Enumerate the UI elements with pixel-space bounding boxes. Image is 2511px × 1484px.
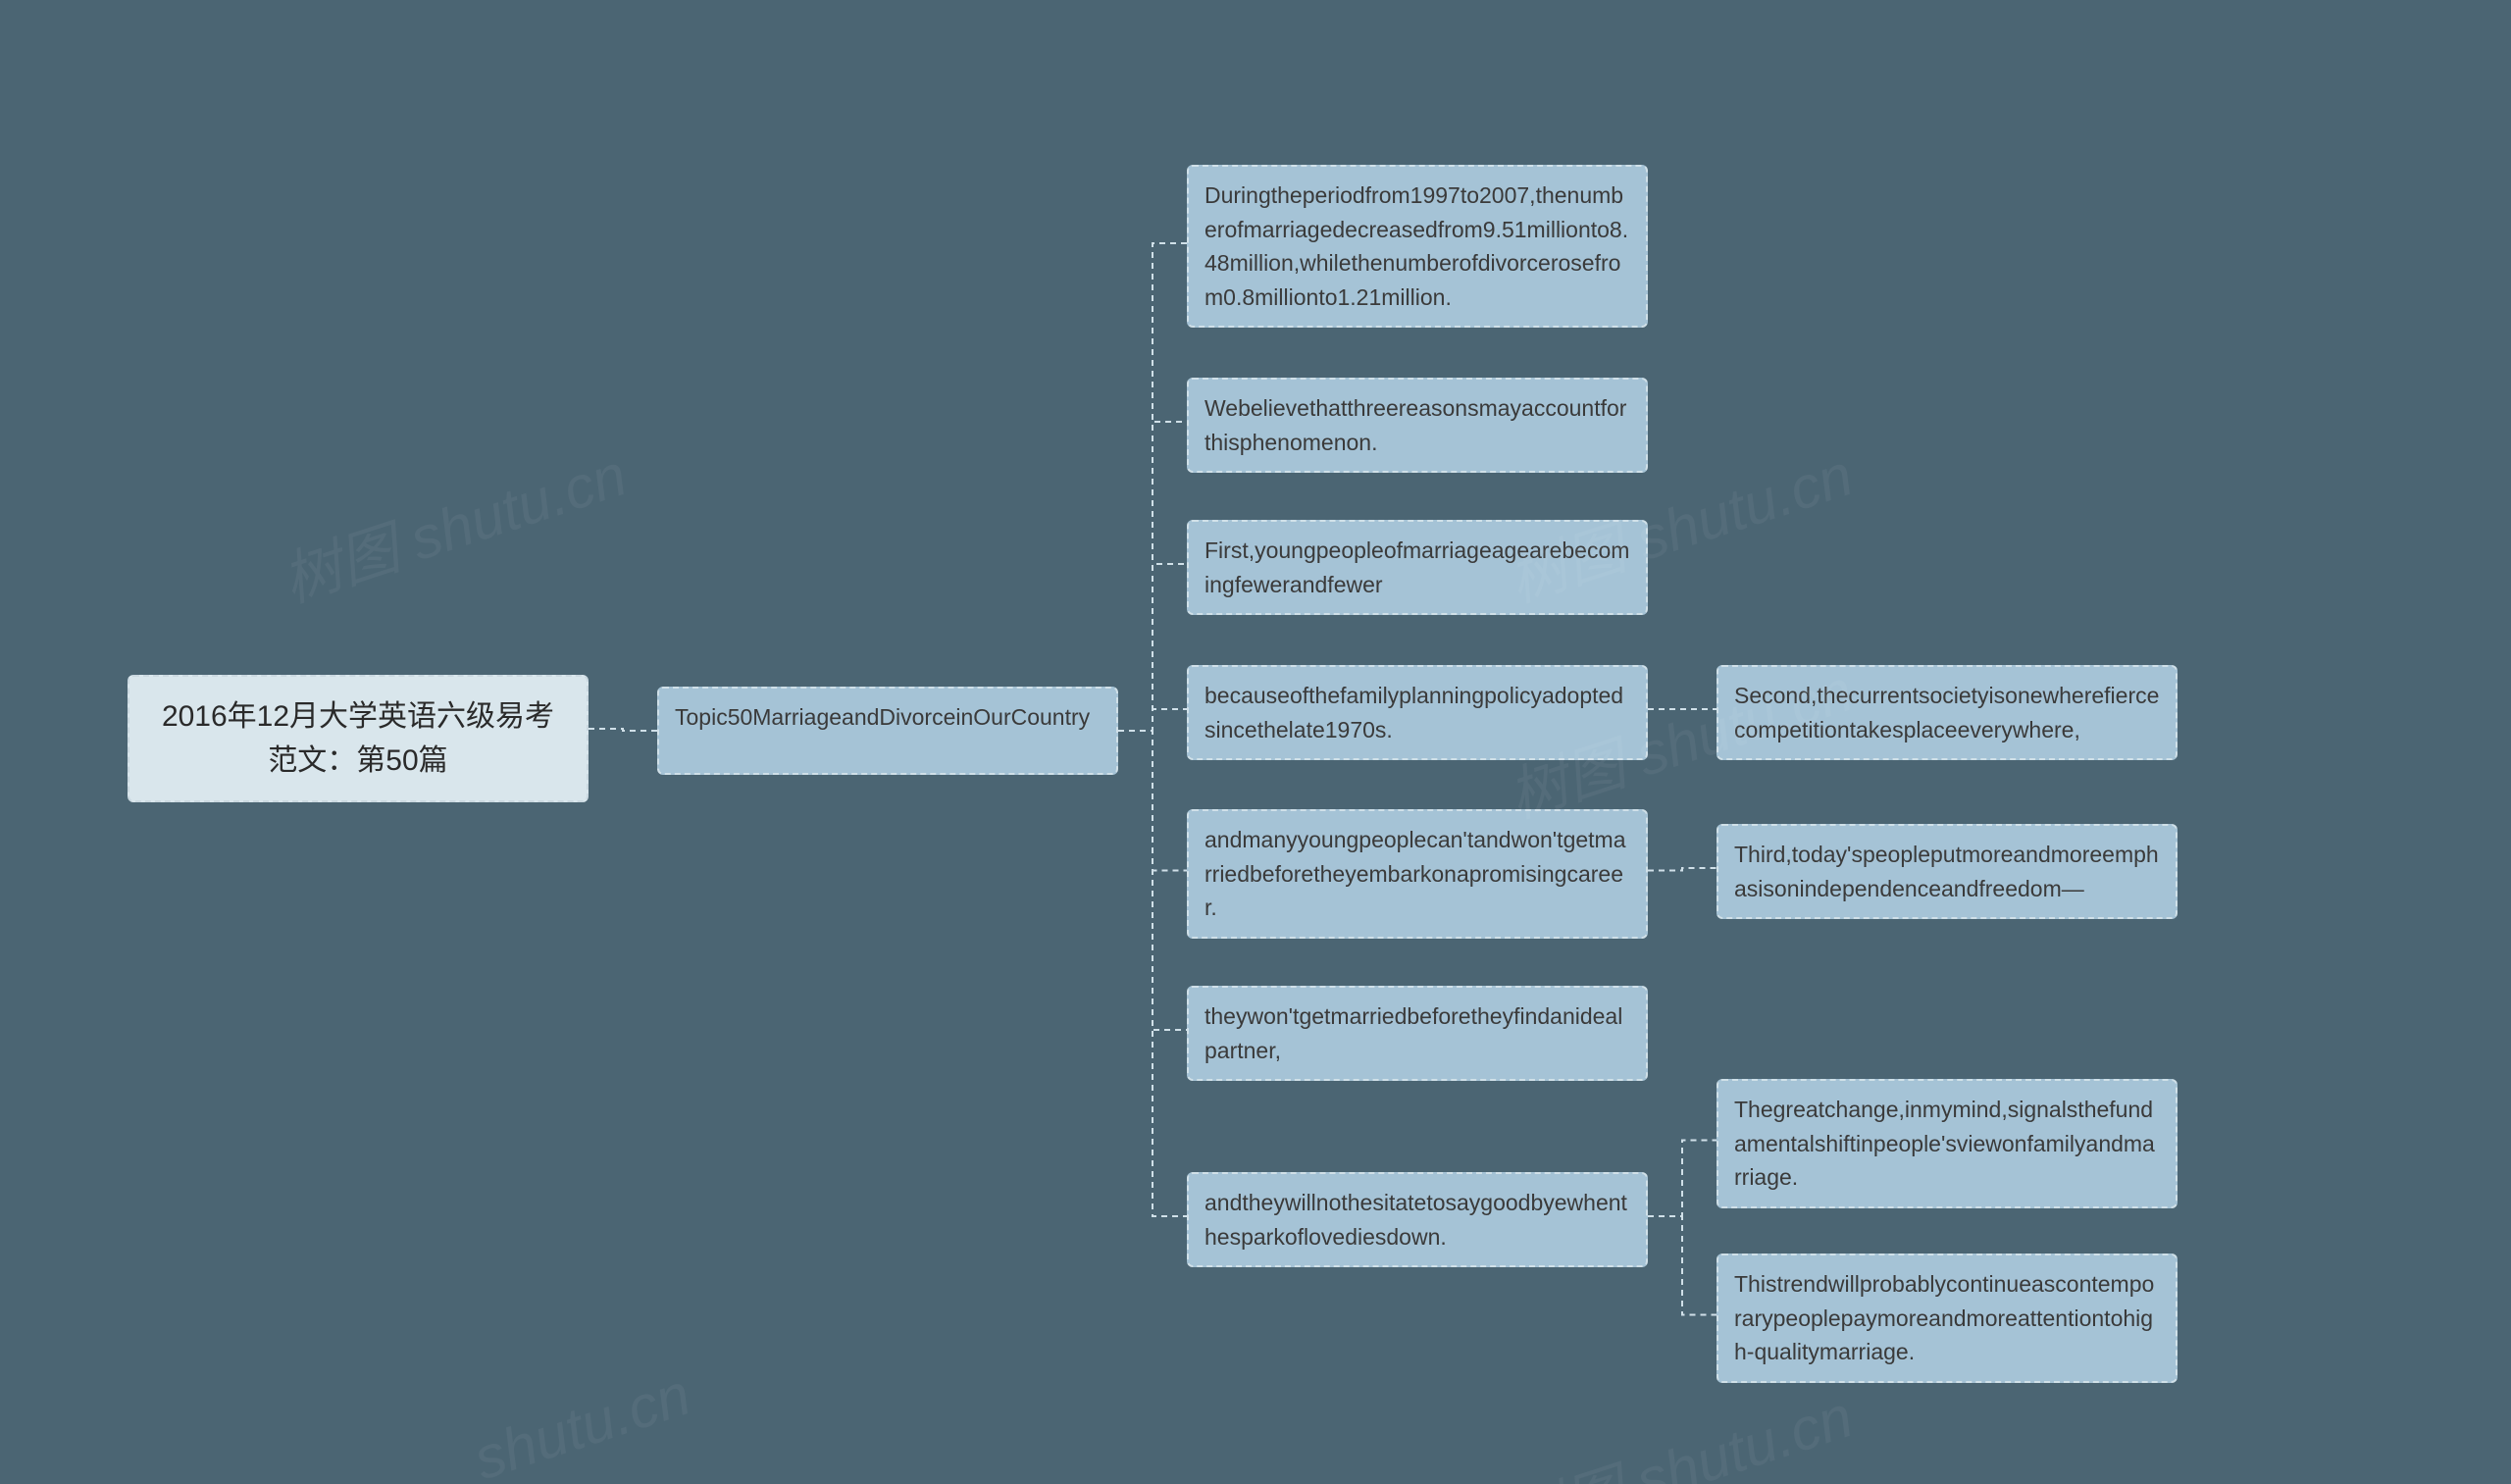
child-node-5-text: andmanyyoungpeoplecan'tandwon'tgetmarrie… — [1204, 827, 1626, 920]
grandchild-node-2[interactable]: Third,today'speopleputmoreandmoreemphasi… — [1717, 824, 2178, 919]
grandchild-node-4[interactable]: Thistrendwillprobablycontinueascontempor… — [1717, 1254, 2178, 1383]
child-node-4[interactable]: becauseofthefamilyplanningpolicyadopteds… — [1187, 665, 1648, 760]
child-node-2[interactable]: Webelievethatthreereasonsmayaccountforth… — [1187, 378, 1648, 473]
child-node-5[interactable]: andmanyyoungpeoplecan'tandwon'tgetmarrie… — [1187, 809, 1648, 939]
child-node-7[interactable]: andtheywillnothesitatetosaygoodbyewhenth… — [1187, 1172, 1648, 1267]
root-node-text: 2016年12月大学英语六级易考范文：第50篇 — [162, 700, 554, 777]
child-node-1-text: Duringtheperiodfrom1997to2007,thenumbero… — [1204, 182, 1628, 310]
grandchild-node-1-text: Second,thecurrentsocietyisonewherefierce… — [1734, 683, 2159, 742]
grandchild-node-4-text: Thistrendwillprobablycontinueascontempor… — [1734, 1271, 2154, 1364]
topic-node-text: Topic50MarriageandDivorceinOurCountry — [675, 704, 1090, 730]
child-node-3[interactable]: First,youngpeopleofmarriageagearebecomin… — [1187, 520, 1648, 615]
grandchild-node-2-text: Third,today'speopleputmoreandmoreemphasi… — [1734, 842, 2159, 901]
grandchild-node-1[interactable]: Second,thecurrentsocietyisonewherefierce… — [1717, 665, 2178, 760]
child-node-6[interactable]: theywon'tgetmarriedbeforetheyfindanideal… — [1187, 986, 1648, 1081]
child-node-1[interactable]: Duringtheperiodfrom1997to2007,thenumbero… — [1187, 165, 1648, 328]
watermark: 树图 shutu.cn — [270, 428, 636, 619]
watermark: 树图 shutu.cn — [1496, 1369, 1862, 1484]
child-node-2-text: Webelievethatthreereasonsmayaccountforth… — [1204, 395, 1626, 455]
grandchild-node-3-text: Thegreatchange,inmymind,signalsthefundam… — [1734, 1097, 2155, 1190]
child-node-4-text: becauseofthefamilyplanningpolicyadopteds… — [1204, 683, 1623, 742]
topic-node[interactable]: Topic50MarriageandDivorceinOurCountry — [657, 687, 1118, 775]
mindmap-canvas: 2016年12月大学英语六级易考范文：第50篇 Topic50Marriagea… — [0, 0, 2511, 1484]
child-node-6-text: theywon'tgetmarriedbeforetheyfindanideal… — [1204, 1003, 1622, 1063]
watermark: shutu.cn — [466, 1360, 698, 1484]
child-node-3-text: First,youngpeopleofmarriageagearebecomin… — [1204, 537, 1629, 597]
child-node-7-text: andtheywillnothesitatetosaygoodbyewhenth… — [1204, 1190, 1627, 1250]
root-node[interactable]: 2016年12月大学英语六级易考范文：第50篇 — [128, 675, 589, 802]
grandchild-node-3[interactable]: Thegreatchange,inmymind,signalsthefundam… — [1717, 1079, 2178, 1208]
